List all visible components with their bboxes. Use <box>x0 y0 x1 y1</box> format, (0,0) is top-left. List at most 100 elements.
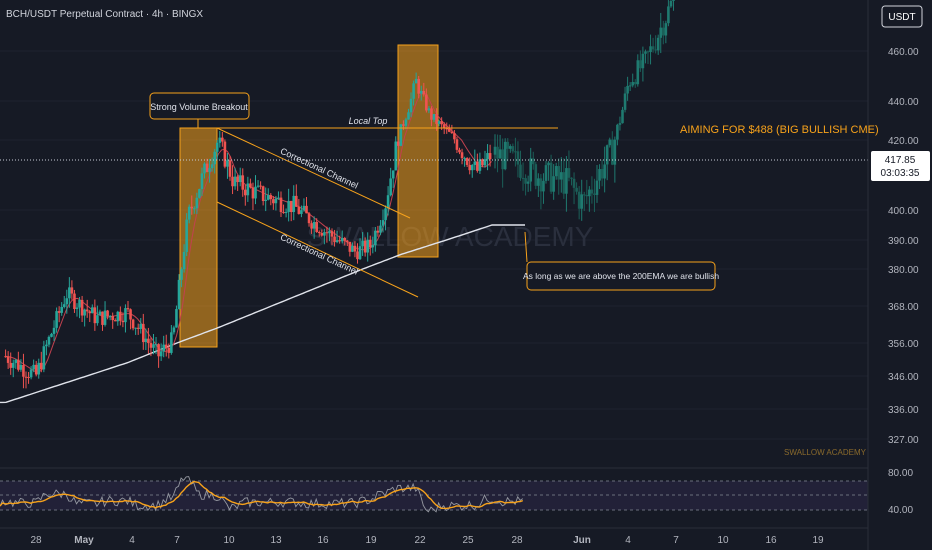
candle-body <box>384 208 387 221</box>
candle-body <box>37 362 41 375</box>
candle-body <box>310 223 313 229</box>
price-axis-label: 327.00 <box>888 435 919 446</box>
candle-body <box>29 369 33 378</box>
candle-body <box>57 311 61 313</box>
candle-body <box>152 344 155 348</box>
candle-body <box>608 139 612 146</box>
candle-body <box>238 175 242 183</box>
candle-body <box>580 194 583 209</box>
candle-body <box>460 152 464 159</box>
candle-body <box>575 187 578 192</box>
candle-body <box>254 186 257 199</box>
candle-body <box>246 183 250 196</box>
candle-body <box>651 46 655 50</box>
candle-body <box>435 114 438 124</box>
time-axis-label: 16 <box>765 535 777 546</box>
candle-body <box>142 323 145 343</box>
candle-body <box>195 197 199 209</box>
price-axis-label: 346.00 <box>888 372 919 383</box>
candle-body <box>381 220 385 226</box>
candle-body <box>414 78 418 84</box>
candle-body <box>455 139 459 150</box>
candle-body <box>572 178 576 188</box>
candle-body <box>295 195 298 207</box>
candle-body <box>121 320 125 323</box>
candle-body <box>593 193 596 195</box>
time-axis-label: 16 <box>317 535 329 546</box>
candle-body <box>172 327 176 333</box>
candle-body <box>330 231 334 237</box>
candle-body <box>6 356 10 363</box>
candle-body <box>636 60 640 85</box>
time-axis-label: 10 <box>717 535 729 546</box>
candle-body <box>19 364 23 370</box>
candle-body <box>552 176 555 192</box>
candle-body <box>139 323 143 329</box>
ema-note-callout <box>526 261 716 291</box>
time-axis-label: 4 <box>625 535 631 546</box>
price-axis-label: 380.00 <box>888 265 919 276</box>
candle-body <box>65 298 69 305</box>
candle-body <box>198 189 201 198</box>
candle-body <box>34 364 38 375</box>
time-axis-label: 28 <box>30 535 42 546</box>
candle-body <box>417 78 420 94</box>
candle-body <box>353 245 357 252</box>
candle-body <box>106 310 109 317</box>
currency-button[interactable] <box>881 5 923 28</box>
candle-body <box>526 181 530 184</box>
time-axis[interactable]: 28 May 4 7 10 13 16 19 22 25 28 Jun 4 7 10 16 19 <box>30 535 824 546</box>
candle-body <box>200 173 204 190</box>
candle-body <box>42 346 46 370</box>
price-axis-label: 420.00 <box>888 136 919 147</box>
candle-body <box>465 158 469 165</box>
candle-body <box>562 172 566 194</box>
candle-body <box>521 177 525 179</box>
candle-body <box>498 149 502 159</box>
time-axis-label: Jun <box>573 535 591 546</box>
candle-body <box>391 170 395 179</box>
candle-body <box>590 189 594 194</box>
time-axis-label: May <box>74 535 94 546</box>
candle-body <box>80 299 84 316</box>
candle-body <box>47 336 51 345</box>
candle-body <box>356 251 359 260</box>
candle-body <box>368 239 372 248</box>
candle-body <box>22 364 25 377</box>
candle-body <box>249 183 252 188</box>
candle-body <box>577 191 581 209</box>
candle-body <box>91 307 94 314</box>
candle-body <box>605 145 609 165</box>
candle-body <box>68 287 71 299</box>
time-axis-label: 28 <box>511 535 523 546</box>
candle-body <box>542 180 545 192</box>
candle-body <box>537 178 540 186</box>
candle-body <box>399 124 403 146</box>
candle-body <box>24 376 28 378</box>
candle-body <box>73 293 76 310</box>
rsi-axis-label-80: 80.00 <box>888 468 913 479</box>
candle-body <box>149 343 153 348</box>
candle-body <box>544 165 548 181</box>
candle-body <box>503 141 507 170</box>
candle-body <box>468 164 471 171</box>
candle-body <box>193 208 196 210</box>
candle-body <box>236 176 239 183</box>
candle-body <box>361 240 364 247</box>
candle-body <box>210 164 214 169</box>
candle-body <box>669 0 673 7</box>
candle-body <box>223 141 227 167</box>
ema-note-pointer <box>524 231 528 263</box>
candle-body <box>60 306 63 313</box>
candle-body <box>621 109 624 124</box>
candle-body <box>514 151 517 153</box>
candle-body <box>488 153 492 160</box>
current-price-value: 417.85 <box>885 155 916 166</box>
candle-body <box>244 189 247 196</box>
time-axis-label: 19 <box>812 535 824 546</box>
candle-body <box>177 279 181 310</box>
candle-body <box>126 308 130 310</box>
price-axis[interactable]: 460.00 440.00 420.00 400.00 390.00 380.00 368.… <box>888 47 919 446</box>
candle-body <box>269 195 273 200</box>
